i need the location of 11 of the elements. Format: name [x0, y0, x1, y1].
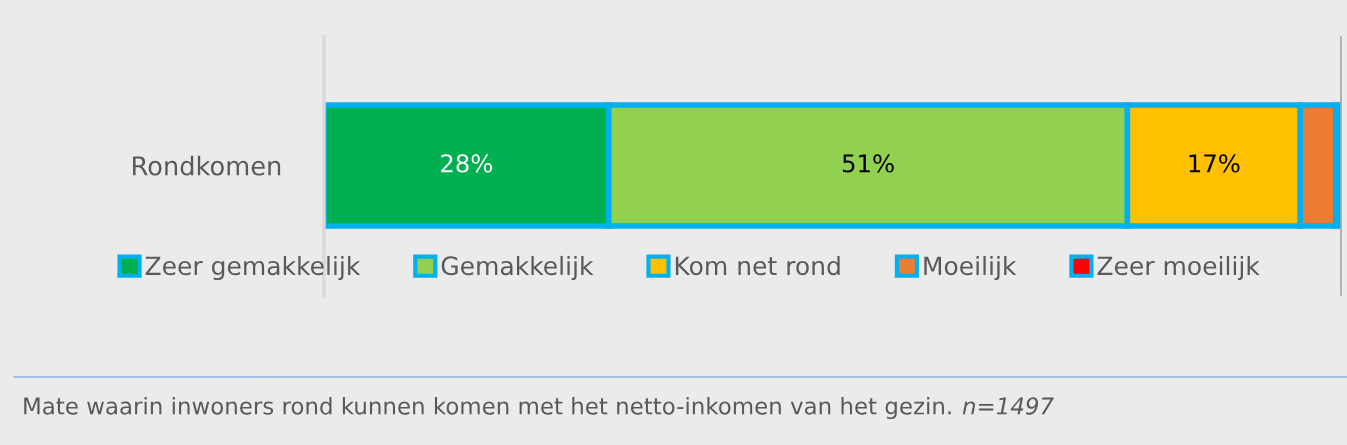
data-label: 17% — [1189, 154, 1240, 173]
data-label: 28% — [441, 154, 493, 173]
legend-label: Zeer moeilijk — [1097, 255, 1260, 281]
text: n=1497 — [962, 397, 1054, 415]
data-label: 51% — [842, 154, 894, 173]
legend-label: Kom net rond — [675, 255, 840, 276]
text: Mate waarin inwoners rond kunnen komen met het netto-inkomen van het gezin. — [24, 396, 951, 420]
legend-label: Zeer gemakkelijk — [145, 255, 361, 281]
legend-label: Gemakkelijk — [441, 255, 594, 281]
legend-label: Moeilijk — [924, 255, 1017, 281]
y-tick-label: Rondkomen — [133, 155, 281, 176]
